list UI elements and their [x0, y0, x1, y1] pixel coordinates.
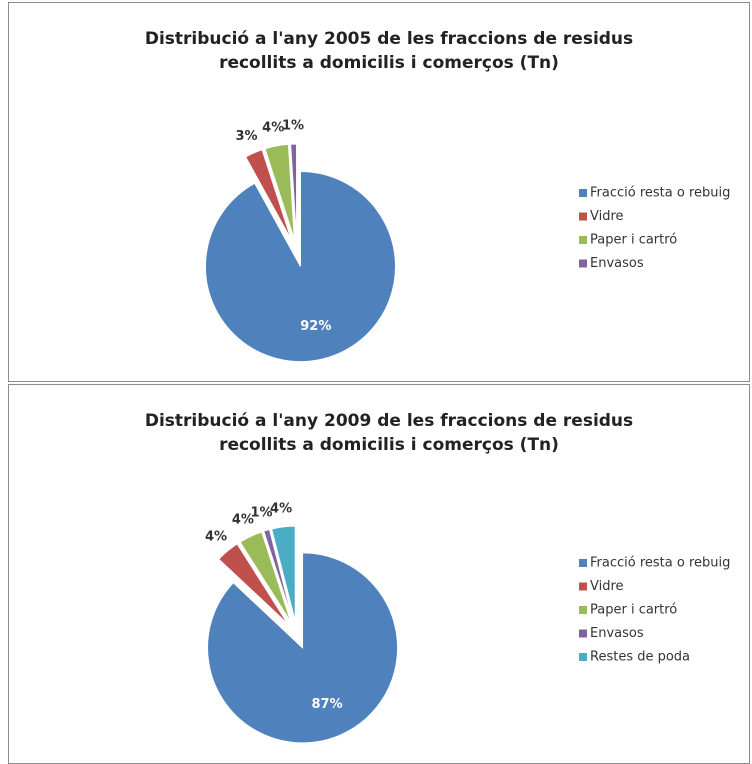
pie-slice: [264, 143, 295, 240]
pie-slice: [263, 528, 294, 622]
legend-label: Fracció resta o rebuig: [590, 556, 730, 571]
pie-slice: [244, 149, 292, 241]
data-label: 4%: [232, 513, 254, 528]
data-label: 1%: [282, 119, 304, 134]
data-label: 3%: [236, 129, 258, 144]
data-label: 92%: [300, 319, 331, 334]
chart: Distribució a l'any 2009 de les fraccion…: [8, 384, 750, 764]
legend-label: Vidre: [590, 579, 624, 594]
data-label: 4%: [270, 502, 292, 517]
legend-label: Envasos: [590, 626, 644, 641]
legend-label: Restes de poda: [590, 650, 690, 665]
legend-label: Vidre: [590, 209, 624, 224]
legend-swatch: [579, 189, 587, 197]
legend-swatch: [579, 259, 587, 268]
legend-label: Paper i cartró: [590, 603, 677, 618]
data-label: 87%: [312, 697, 343, 712]
chart-title: Distribució a l'any 2005 de les fraccion…: [144, 29, 634, 73]
pie-slice: [205, 171, 396, 363]
chart-title: Distribució a l'any 2009 de les fraccion…: [144, 411, 634, 455]
pie-slice: [218, 543, 289, 625]
legend-label: Envasos: [590, 256, 644, 271]
legend-swatch: [579, 606, 587, 614]
plot: 92% 3% 4%1% Fracció resta o rebuig Vidre Pape…: [205, 119, 730, 363]
legend-label: Paper i cartró: [590, 233, 677, 248]
legend-swatch: [579, 629, 587, 638]
legend-label: Fracció resta o rebuig: [590, 186, 730, 201]
legend-swatch: [579, 582, 587, 591]
legend-swatch: [579, 559, 587, 567]
data-label: 4%: [205, 530, 227, 545]
data-label: 1%: [251, 506, 273, 521]
pie-slice: [207, 552, 399, 744]
pie-slice: [290, 143, 298, 240]
legend-swatch: [579, 653, 587, 661]
chart: Distribució a l'any 2005 de les fraccion…: [8, 2, 750, 382]
legend-swatch: [579, 212, 587, 221]
data-label: 4%: [262, 121, 284, 136]
plot: 87%4%4%1%4%Fracció resta o rebuigVidrePa…: [205, 502, 730, 744]
pie-slice: [239, 531, 292, 623]
legend-swatch: [579, 236, 587, 244]
pie-slice: [271, 525, 296, 622]
